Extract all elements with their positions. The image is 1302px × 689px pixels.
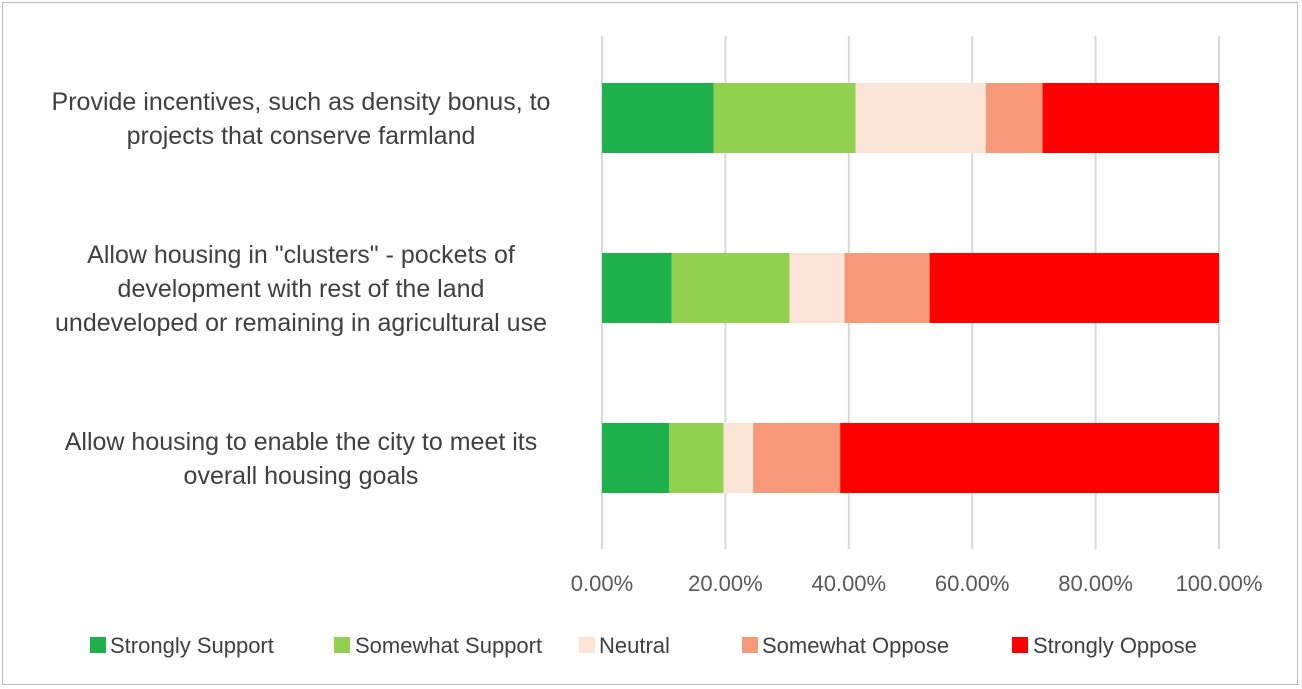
- legend: Strongly Support Somewhat Support Neutral S…: [90, 633, 1197, 658]
- legend-label: Somewhat Oppose: [762, 633, 949, 658]
- bar-segment: [753, 423, 841, 493]
- legend-label: Somewhat Support: [355, 633, 542, 658]
- category-label-line: Provide incentives, such as density bonu…: [52, 88, 551, 116]
- x-tick-label: 40.00%: [811, 571, 886, 596]
- legend-label: Strongly Oppose: [1033, 633, 1197, 658]
- category-labels: Provide incentives, such as density bonu…: [52, 88, 551, 490]
- category-label-line: overall housing goals: [184, 462, 419, 490]
- legend-swatch: [90, 637, 106, 653]
- category-label-line: development with rest of the land: [118, 275, 485, 303]
- category-label: Allow housing in "clusters" - pockets of…: [55, 241, 547, 337]
- bar-segment: [669, 423, 724, 493]
- x-tick-label: 0.00%: [571, 571, 633, 596]
- category-label-line: Allow housing in "clusters" - pockets of: [87, 241, 515, 269]
- bar-segment: [1042, 83, 1219, 153]
- bar-segment: [602, 83, 714, 153]
- x-tick-label: 60.00%: [935, 571, 1010, 596]
- bar-segment: [671, 253, 790, 323]
- x-tick-label: 80.00%: [1058, 571, 1133, 596]
- category-label-line: Allow housing to enable the city to meet…: [65, 428, 538, 456]
- legend-swatch: [579, 637, 595, 653]
- legend-swatch: [334, 637, 350, 653]
- bar-segment: [789, 253, 845, 323]
- bar-segment: [723, 423, 754, 493]
- bar-segment: [602, 423, 670, 493]
- bar-segment: [602, 253, 672, 323]
- category-label-line: undeveloped or remaining in agricultural…: [55, 309, 547, 337]
- x-tick-label: 100.00%: [1176, 571, 1263, 596]
- category-label-line: projects that conserve farmland: [127, 122, 476, 150]
- bar-segment: [844, 253, 930, 323]
- legend-label: Neutral: [599, 633, 670, 658]
- bar-segment: [855, 83, 986, 153]
- legend-swatch: [1012, 637, 1028, 653]
- bar-segment: [840, 423, 1219, 493]
- bar-segment: [985, 83, 1043, 153]
- category-label: Allow housing to enable the city to meet…: [65, 428, 538, 490]
- bar-segment: [929, 253, 1219, 323]
- legend-label: Strongly Support: [110, 633, 274, 658]
- legend-swatch: [742, 637, 758, 653]
- bars: [602, 83, 1219, 493]
- bar-segment: [713, 83, 856, 153]
- x-tick-labels: 0.00% 20.00% 40.00% 60.00% 80.00% 100.00%: [571, 571, 1263, 596]
- category-label: Provide incentives, such as density bonu…: [52, 88, 551, 150]
- x-tick-label: 20.00%: [688, 571, 763, 596]
